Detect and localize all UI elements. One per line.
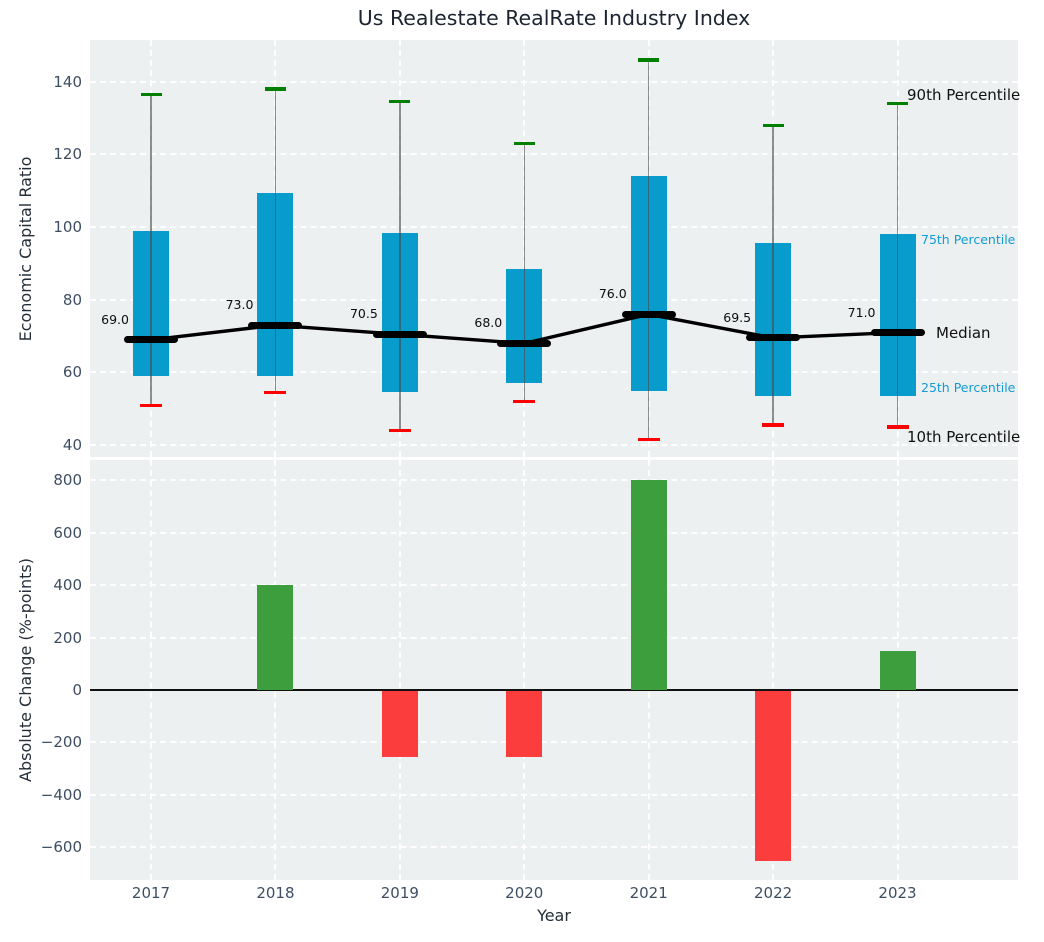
gridline-horizontal <box>90 371 1018 374</box>
y-tick-label: 600 <box>53 523 82 542</box>
cap-10th-icon <box>140 403 162 407</box>
median-value-label: 70.5 <box>349 306 378 322</box>
annotation-median: Median <box>936 323 991 342</box>
annotation-10th-percentile: 10th Percentile <box>907 428 1021 446</box>
gridline-horizontal <box>90 584 1018 587</box>
cap-90th-icon <box>264 87 286 91</box>
y-tick-label: 100 <box>53 218 82 237</box>
annotation-25th-percentile: 25th Percentile <box>921 380 1016 396</box>
median-value-label: 69.5 <box>723 309 752 325</box>
bottom-panel-change-bars <box>90 460 1018 880</box>
gridline-vertical <box>150 460 152 880</box>
gridline-horizontal <box>90 793 1018 796</box>
gridline-horizontal <box>90 741 1018 744</box>
annotation-90th-percentile: 90th Percentile <box>907 85 1021 104</box>
cap-10th-icon <box>637 438 660 442</box>
y-tick-label: 400 <box>53 576 82 595</box>
median-marker-2017 <box>124 336 178 344</box>
gridline-vertical <box>772 460 775 880</box>
median-marker-2020 <box>497 339 552 347</box>
zero-axis-line <box>90 689 1018 691</box>
cap-10th-icon <box>762 423 785 427</box>
gridline-vertical <box>398 460 401 880</box>
median-marker-2023 <box>870 329 925 336</box>
x-tick-label: 2019 <box>380 884 419 902</box>
x-axis-label: Year <box>537 906 571 925</box>
median-value-label: 69.0 <box>101 311 129 327</box>
y-tick-label: 80 <box>62 290 82 309</box>
y-tick-label: 40 <box>62 436 82 455</box>
x-tick-label: 2021 <box>629 884 668 902</box>
whisker-2018 <box>274 88 277 393</box>
x-tick-label: 2018 <box>256 884 295 902</box>
x-tick-label: 2020 <box>505 884 544 902</box>
median-marker-2021 <box>621 310 676 318</box>
change-bar-2023 <box>879 650 916 690</box>
y-tick-label: 120 <box>53 145 82 164</box>
x-tick-label: 2023 <box>878 884 917 902</box>
cap-90th-icon <box>762 123 784 127</box>
median-marker-2022 <box>746 334 801 342</box>
y-tick-label: 140 <box>53 72 82 91</box>
median-value-label: 73.0 <box>225 297 254 313</box>
chart-title: Us Realestate RealRate Industry Index <box>357 6 751 30</box>
cap-90th-icon <box>638 58 660 62</box>
change-bar-2021 <box>630 480 667 690</box>
cap-90th-icon <box>140 92 162 97</box>
gridline-horizontal <box>90 80 1018 83</box>
change-bar-2019 <box>381 690 418 757</box>
gridline-horizontal <box>90 444 1018 447</box>
gridline-horizontal <box>90 226 1018 229</box>
cap-90th-icon <box>887 101 909 106</box>
median-value-label: 68.0 <box>474 315 503 331</box>
whisker-2021 <box>647 59 650 440</box>
y-tick-label: 800 <box>53 471 82 490</box>
gridline-horizontal <box>90 636 1018 639</box>
change-bar-2018 <box>257 585 294 690</box>
whisker-2022 <box>772 125 774 426</box>
gridline-horizontal <box>90 298 1018 301</box>
y-tick-label: −200 <box>40 733 82 752</box>
cap-10th-icon <box>388 428 411 433</box>
gridline-horizontal <box>90 153 1018 156</box>
whisker-2017 <box>150 94 152 406</box>
cap-10th-icon <box>513 399 536 404</box>
y-tick-label: 60 <box>62 363 82 382</box>
cap-10th-icon <box>264 390 287 395</box>
median-marker-2019 <box>372 330 427 338</box>
gridline-horizontal <box>90 531 1018 534</box>
x-tick-label: 2022 <box>754 884 793 902</box>
annotation-75th-percentile: 75th Percentile <box>921 232 1016 248</box>
y-tick-label: −600 <box>40 838 82 857</box>
gridline-vertical <box>523 460 526 880</box>
median-value-label: 71.0 <box>847 304 876 320</box>
whisker-2020 <box>523 143 525 402</box>
change-bar-2022 <box>755 690 792 862</box>
x-tick-label: 2017 <box>131 884 171 902</box>
whisker-2019 <box>399 101 401 431</box>
cap-90th-icon <box>389 99 411 104</box>
y-tick-label: −400 <box>40 785 82 804</box>
median-marker-2018 <box>248 321 303 329</box>
cap-90th-icon <box>513 141 535 146</box>
gridline-horizontal <box>90 846 1018 849</box>
change-bar-2020 <box>506 690 543 757</box>
median-value-label: 76.0 <box>598 286 627 302</box>
top-panel-percentile-chart: 69.0 73.0 70.5 68.0 76.0 69.5 71.0 <box>90 40 1018 457</box>
whisker-2023 <box>896 103 899 427</box>
y-tick-label: 200 <box>53 628 82 647</box>
gridline-horizontal <box>90 479 1018 482</box>
cap-10th-icon <box>886 425 909 429</box>
y-tick-label: 0 <box>72 680 82 699</box>
